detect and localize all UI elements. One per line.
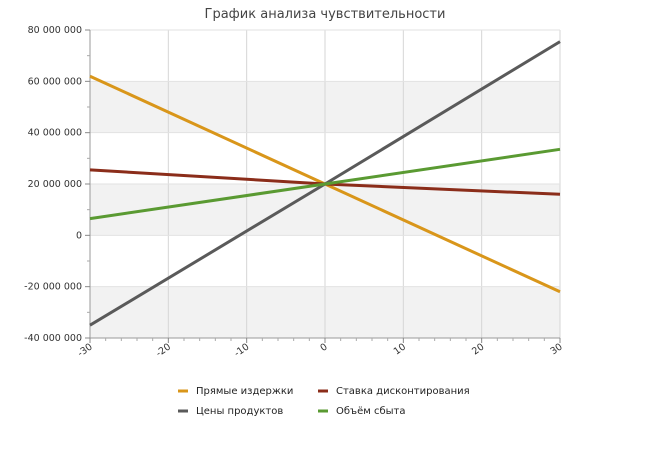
legend-item: Прямые издержки — [178, 386, 293, 397]
legend-label: Цены продуктов — [196, 406, 283, 417]
x-tick-label: -30 — [76, 341, 95, 359]
x-tick-label: 20 — [470, 341, 486, 357]
y-axis-ticks: -40 000 000 -20 000 000 0 20 000 000 40 000 … — [24, 25, 90, 344]
series-lines — [89, 40, 561, 327]
y-tick-label: -40 000 000 — [24, 333, 82, 344]
x-tick-label: -20 — [154, 341, 173, 359]
y-tick-label: 60 000 000 — [28, 76, 82, 87]
x-axis-ticks: -30 -20 -10 0 10 20 30 — [76, 338, 565, 359]
chart-title: График анализа чувствительности — [205, 7, 446, 22]
legend-item: Объём сбыта — [318, 406, 406, 417]
legend: Прямые издержки Ставка дисконтирования Цен… — [178, 386, 470, 417]
legend-label: Объём сбыта — [336, 406, 406, 417]
y-tick-label: -20 000 000 — [24, 282, 82, 293]
x-tick-label: 30 — [549, 341, 565, 357]
y-tick-label: 40 000 000 — [28, 128, 82, 139]
legend-label: Ставка дисконтирования — [336, 386, 470, 397]
legend-item: Ставка дисконтирования — [318, 386, 470, 397]
x-tick-label: 0 — [318, 341, 329, 353]
legend-label: Прямые издержки — [196, 386, 293, 397]
legend-item: Цены продуктов — [178, 406, 283, 417]
y-tick-label: 20 000 000 — [28, 179, 82, 190]
x-tick-label: -10 — [232, 341, 251, 359]
x-tick-label: 10 — [392, 341, 408, 357]
y-tick-label: 80 000 000 — [28, 25, 82, 36]
y-tick-label: 0 — [76, 230, 82, 241]
series-line — [89, 147, 561, 221]
